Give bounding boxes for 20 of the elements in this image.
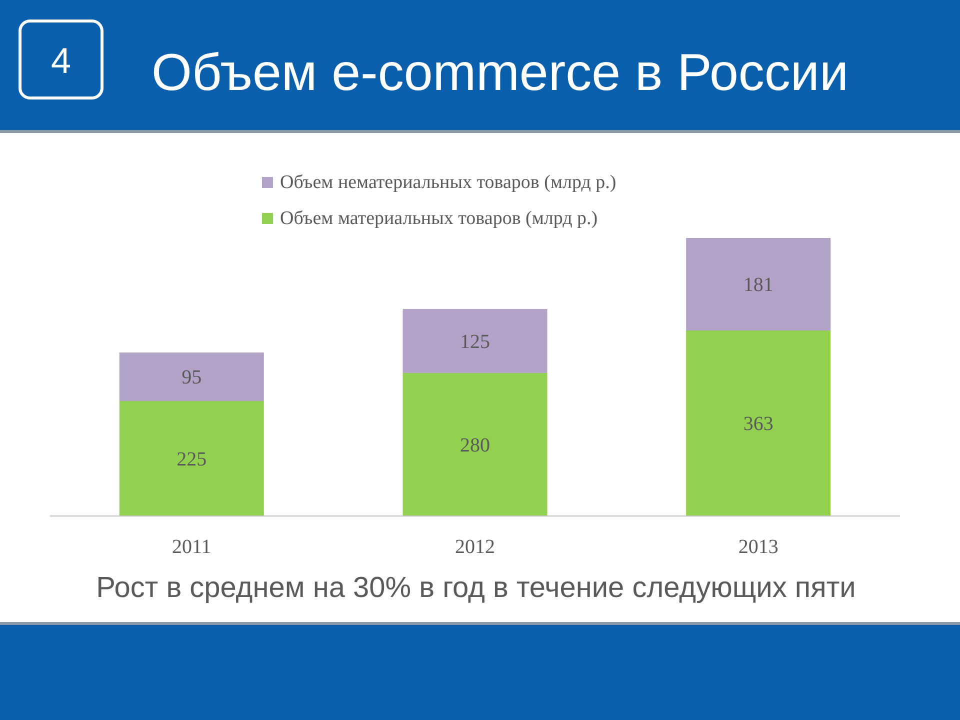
bar	[686, 330, 831, 516]
bar	[686, 238, 831, 330]
text: 4	[50, 40, 72, 81]
legend-label: Объем материальных товаров (млрд р.)	[280, 208, 598, 229]
data-label: 95	[182, 366, 202, 389]
x-tick-label: 2013	[738, 536, 778, 558]
data-label: 363	[743, 413, 774, 436]
x-tick-label: 2011	[172, 536, 212, 558]
bar	[119, 352, 264, 402]
data-label: 225	[176, 448, 207, 471]
x-tick-label: 2012	[455, 536, 495, 558]
data-label: 280	[460, 434, 490, 456]
bar	[119, 401, 264, 516]
bar	[402, 309, 548, 373]
text: Рост в среднем на 30% в год в течение следующих пяти	[96, 572, 856, 604]
chart-title: Объем e-commerce в России	[152, 44, 848, 102]
bar	[402, 372, 548, 516]
legend-label: Объем нематериальных товаров (млрд р.)	[280, 172, 616, 193]
data-label: 125	[460, 330, 490, 353]
data-label: 181	[743, 274, 774, 296]
